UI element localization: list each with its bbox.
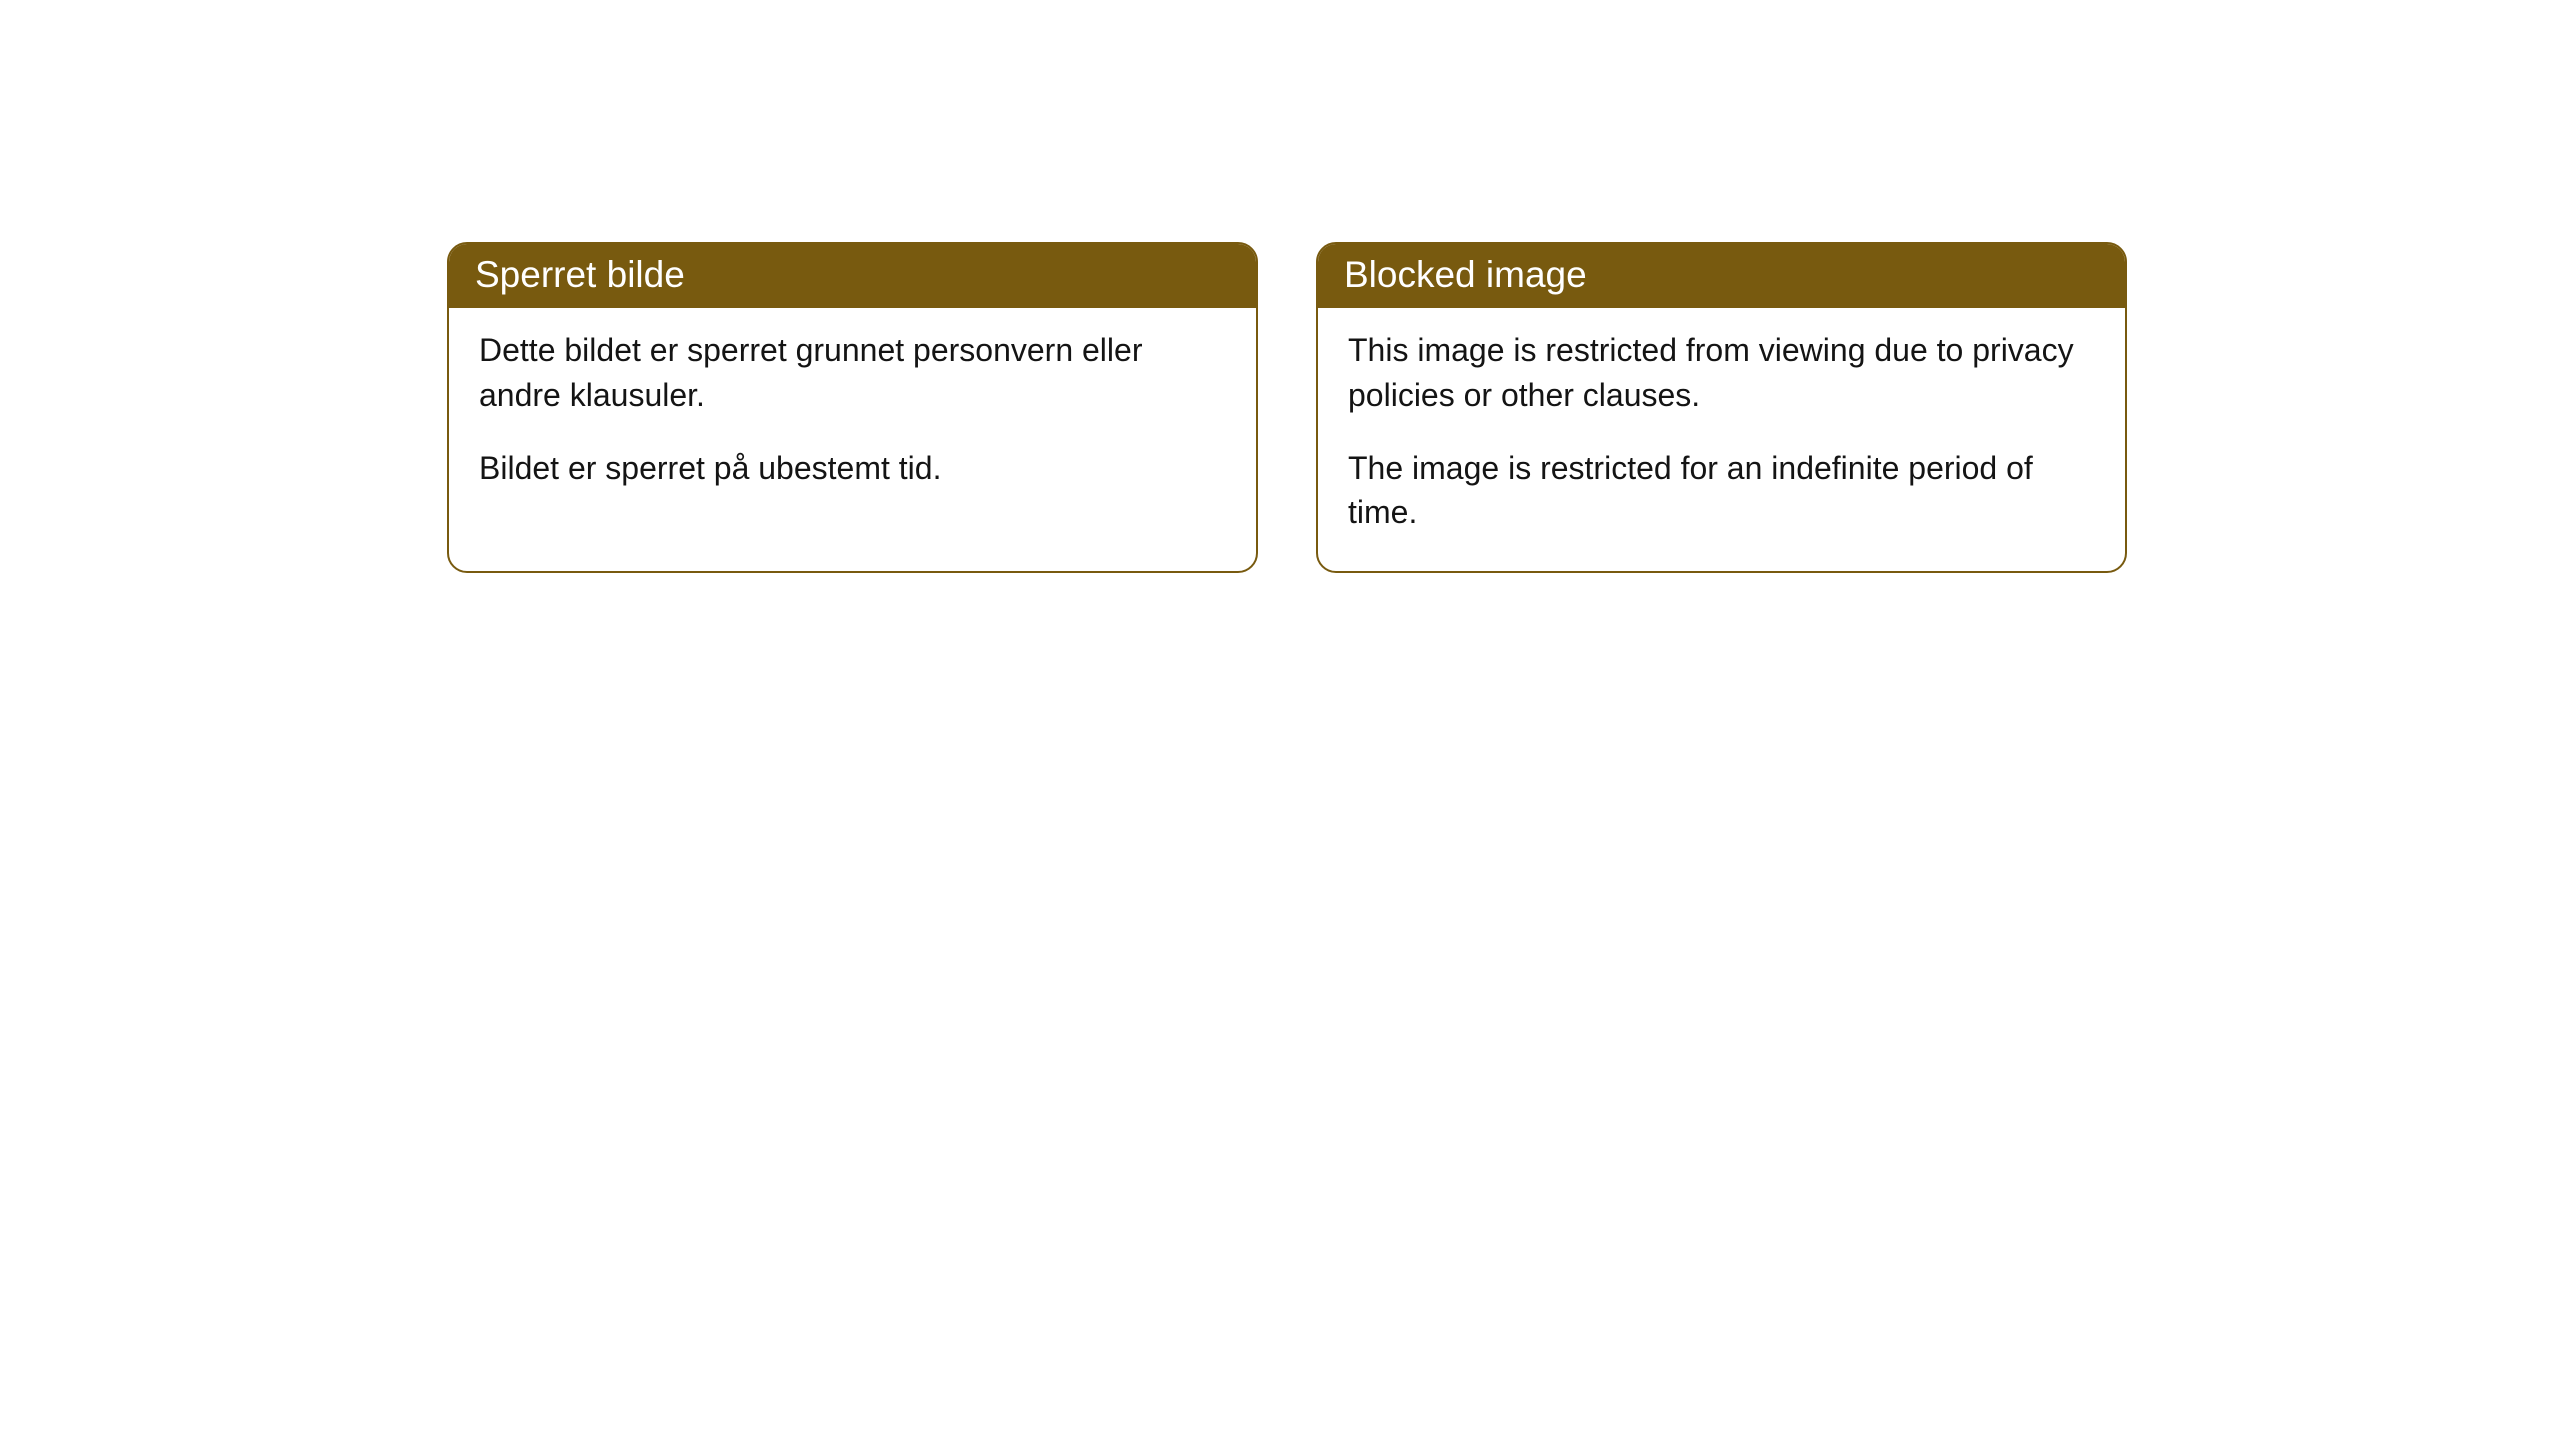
card-header-norwegian: Sperret bilde [449,244,1256,308]
card-paragraph: This image is restricted from viewing du… [1348,328,2095,418]
card-paragraph: Dette bildet er sperret grunnet personve… [479,328,1226,418]
card-norwegian: Sperret bilde Dette bildet er sperret gr… [447,242,1258,573]
card-header-english: Blocked image [1318,244,2125,308]
card-container: Sperret bilde Dette bildet er sperret gr… [0,0,2560,573]
card-paragraph: Bildet er sperret på ubestemt tid. [479,446,1226,491]
card-body-norwegian: Dette bildet er sperret grunnet personve… [449,308,1256,526]
card-paragraph: The image is restricted for an indefinit… [1348,446,2095,536]
card-body-english: This image is restricted from viewing du… [1318,308,2125,571]
card-english: Blocked image This image is restricted f… [1316,242,2127,573]
